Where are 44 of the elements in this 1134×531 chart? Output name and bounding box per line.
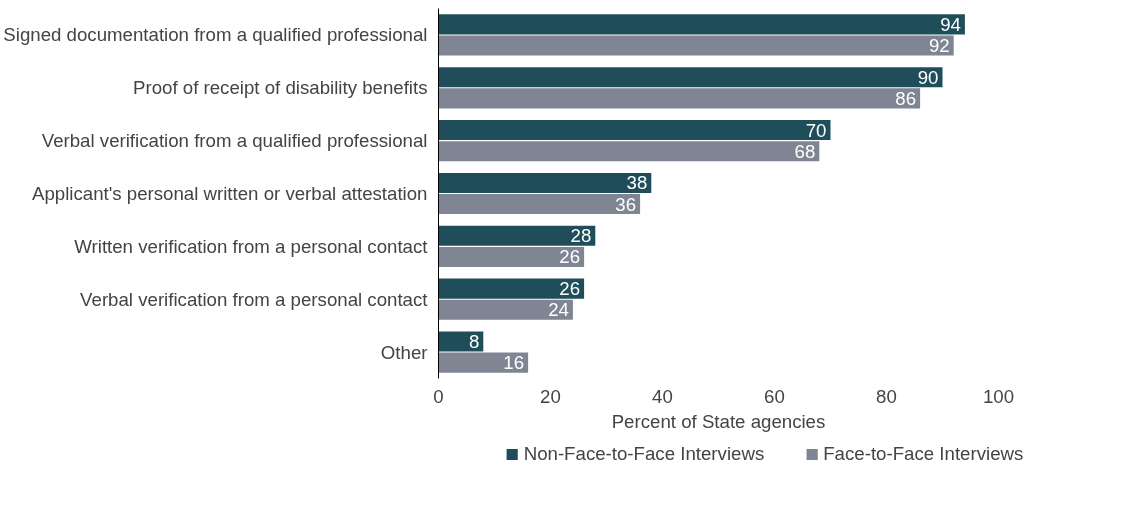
data-label: 24 (548, 299, 569, 321)
data-label: 86 (895, 87, 917, 109)
legend-label: Face-to-Face Interviews (823, 443, 1024, 465)
bar (438, 225, 596, 246)
y-tick-label: Applicant's personal written or verbal attestation (31, 183, 428, 204)
bar (438, 246, 585, 267)
bar (438, 331, 484, 352)
legend-label: Non-Face-to-Face Interviews (523, 443, 765, 465)
data-label: 26 (559, 246, 581, 268)
bar (438, 141, 820, 162)
bar (438, 88, 921, 109)
x-tick-label: 80 (876, 385, 897, 407)
data-label: 68 (794, 140, 816, 162)
x-tick-label: 40 (652, 385, 673, 407)
x-axis-title: Percent of State agencies (611, 410, 826, 432)
bar (438, 35, 954, 56)
data-label: 26 (559, 278, 581, 300)
y-tick-label: Verbal verification from a personal contact (80, 288, 429, 310)
x-tick-label: 100 (982, 385, 1015, 407)
data-label: 16 (503, 352, 525, 374)
bar (438, 14, 965, 35)
y-tick-label: Signed documentation from a qualified professional (3, 24, 428, 46)
y-tick-label: Written verification from a personal contact (74, 235, 429, 257)
bar (438, 194, 641, 215)
bar (438, 299, 573, 320)
data-label: 28 (570, 225, 592, 247)
x-tick-label: 20 (540, 385, 561, 407)
y-tick-label: Proof of receipt of disability benefits (132, 77, 428, 99)
data-label: 92 (928, 35, 950, 56)
y-tick-label: Other (380, 341, 428, 363)
data-label: 94 (940, 13, 961, 35)
y-tick-label: Verbal verification from a qualified professional (41, 130, 428, 152)
data-label: 8 (468, 331, 480, 352)
x-tick-label: 0 (433, 385, 444, 407)
bar (438, 172, 652, 193)
bar (438, 278, 585, 299)
data-label: 36 (615, 193, 637, 215)
bar (438, 352, 529, 373)
data-label: 70 (805, 119, 827, 141)
bar (438, 67, 943, 88)
data-label: 38 (626, 172, 648, 194)
data-label: 90 (917, 66, 939, 88)
x-tick-label: 60 (764, 385, 785, 407)
bar (438, 120, 831, 141)
